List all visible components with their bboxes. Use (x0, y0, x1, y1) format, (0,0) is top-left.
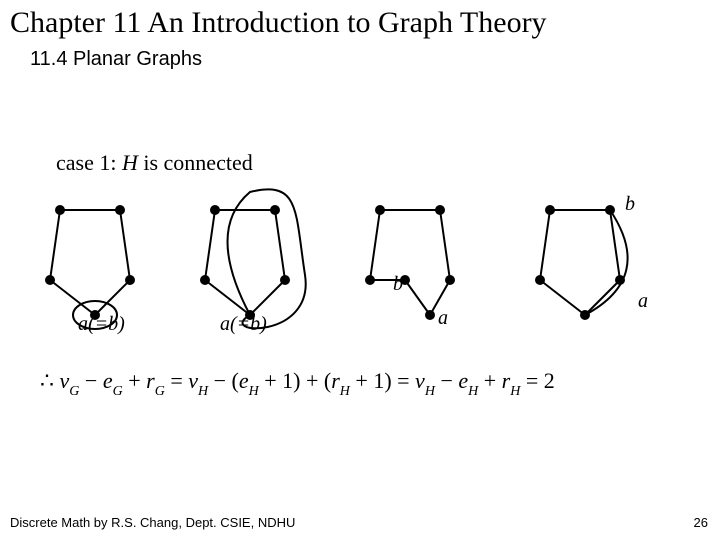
graph-svg (40, 185, 710, 345)
case-suffix: is connected (138, 150, 253, 175)
label-g2-ab: a(=b) (220, 313, 267, 336)
case-text: case 1: H is connected (56, 150, 253, 176)
page-number: 26 (694, 515, 708, 530)
graph-diagrams: a(=b) a(=b) b a b a (40, 185, 710, 345)
slide: Chapter 11 An Introduction to Graph Theo… (0, 0, 720, 540)
footer-credit: Discrete Math by R.S. Chang, Dept. CSIE,… (10, 515, 295, 530)
label-g3-a: a (438, 307, 448, 330)
label-g4-a: a (638, 290, 648, 313)
chapter-title: Chapter 11 An Introduction to Graph Theo… (10, 6, 547, 40)
case-H: H (122, 150, 138, 175)
section-title: 11.4 Planar Graphs (30, 48, 202, 71)
case-prefix: case 1: (56, 150, 122, 175)
label-g1-ab: a(=b) (78, 313, 125, 336)
label-g4-b: b (625, 193, 635, 216)
label-g3-b: b (393, 273, 403, 296)
equation: ∴ vG − eG + rG = vH − (eH + 1) + (rH + 1… (40, 368, 555, 398)
